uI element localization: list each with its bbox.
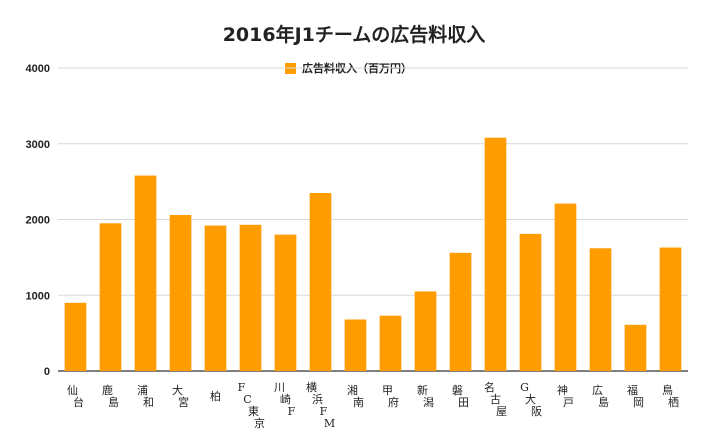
x-tick-label: 福岡 [627,383,644,409]
x-tick-label: 広島 [592,384,609,409]
bar [204,225,227,371]
x-tick-label: 鹿島 [102,383,119,409]
bar [624,324,647,371]
x-tick-label: 神戸 [557,383,574,409]
bar [134,175,157,371]
bar [309,192,332,371]
x-tick-label: 新潟 [417,383,434,409]
y-tick-label: 1000 [26,290,50,302]
x-tick-label: 湘南 [347,383,364,409]
chart-title: 2016年J1チームの広告料収入 [222,24,486,46]
y-axis-ticks: 0 1000 2000 3000 4000 [26,63,50,378]
x-tick-label: F C 東京 [238,381,265,430]
bar [239,224,262,371]
bar [659,247,682,371]
bar [64,302,87,371]
gridlines [58,67,688,372]
bar [589,248,612,371]
x-tick-label: 鳥栖 [662,383,679,409]
bar [344,319,367,371]
x-tick-label: 甲府 [382,384,399,409]
bar [169,214,192,371]
y-tick-label: 3000 [26,139,50,151]
y-tick-label: 4000 [26,63,50,75]
x-tick-label: G 大阪 [520,381,542,418]
x-tick-label: 浦和 [137,384,154,409]
x-tick-label: 横浜 F M [306,380,335,430]
x-tick-label: 磐田 [452,383,469,409]
bar [519,233,542,371]
x-tick-label: 大宮 [172,383,189,409]
x-tick-label: 名古屋 [484,380,507,418]
x-tick-label: 仙台 [67,384,84,409]
bar [554,203,577,371]
y-tick-label: 2000 [26,215,50,227]
bar [99,223,122,371]
bar [484,137,507,371]
y-tick-label: 0 [44,366,50,378]
x-tick-label: 柏 [210,389,221,403]
bar [274,234,297,371]
bars [64,137,682,371]
bar [449,252,472,371]
x-tick-label: 川崎 F [274,381,296,418]
bar [414,291,437,371]
bar [379,315,402,371]
